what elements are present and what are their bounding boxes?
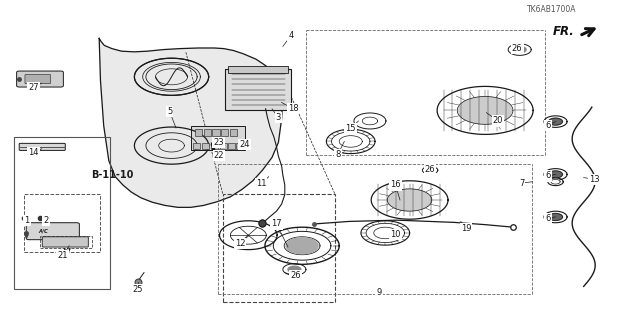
Text: 9: 9 [376,288,381,297]
Bar [193,143,200,149]
Polygon shape [548,171,563,178]
Text: 19: 19 [461,224,471,233]
Text: A/C: A/C [38,229,48,234]
FancyBboxPatch shape [26,223,79,240]
Text: 21: 21 [58,252,68,260]
Text: 15: 15 [346,124,356,133]
Polygon shape [459,97,511,124]
Polygon shape [548,118,563,125]
Bar [211,143,218,149]
Text: 11: 11 [256,180,266,188]
Text: B-11-10: B-11-10 [91,170,133,180]
Text: 8: 8 [335,150,340,159]
Text: 22: 22 [214,151,224,160]
Text: 12: 12 [235,239,245,248]
Text: 24: 24 [239,140,250,149]
Bar [202,143,209,149]
FancyBboxPatch shape [17,71,63,87]
Text: 27: 27 [28,84,38,92]
Text: 14: 14 [28,148,38,157]
FancyBboxPatch shape [228,66,288,73]
Text: 25: 25 [132,285,143,294]
Text: FR.: FR. [552,25,574,37]
Text: 20: 20 [493,116,503,125]
Text: 6: 6 [545,172,550,180]
Polygon shape [288,266,301,273]
Text: 2: 2 [44,216,49,225]
Text: 1: 1 [24,216,29,225]
Bar [212,129,220,136]
Text: 4: 4 [289,31,294,40]
Text: 23: 23 [214,138,224,147]
Polygon shape [99,38,283,207]
Bar [228,143,235,149]
Text: 5: 5 [167,107,172,116]
Text: 10: 10 [390,230,401,239]
Text: 16: 16 [390,180,401,189]
Polygon shape [551,180,560,184]
Text: 3: 3 [276,113,281,122]
Bar [221,129,228,136]
Text: 26: 26 [291,271,301,280]
FancyBboxPatch shape [19,143,65,150]
Bar [220,143,227,149]
Text: 26: 26 [425,165,435,174]
Bar [230,129,237,136]
Polygon shape [388,189,431,211]
Text: TK6AB1700A: TK6AB1700A [527,5,577,14]
FancyBboxPatch shape [191,126,245,150]
Polygon shape [426,168,435,172]
Bar [195,129,202,136]
Text: 18: 18 [288,104,298,113]
FancyBboxPatch shape [42,237,88,247]
Polygon shape [286,238,318,254]
Text: 13: 13 [589,175,599,184]
Bar [236,143,243,149]
Text: 6: 6 [545,214,550,223]
FancyBboxPatch shape [225,69,291,110]
Text: 6: 6 [545,121,550,130]
Text: 7: 7 [519,179,524,188]
Text: 26: 26 [512,44,522,53]
Polygon shape [513,46,526,53]
FancyBboxPatch shape [25,75,51,84]
Text: 17: 17 [271,220,282,228]
Polygon shape [548,213,563,220]
Bar [204,129,211,136]
